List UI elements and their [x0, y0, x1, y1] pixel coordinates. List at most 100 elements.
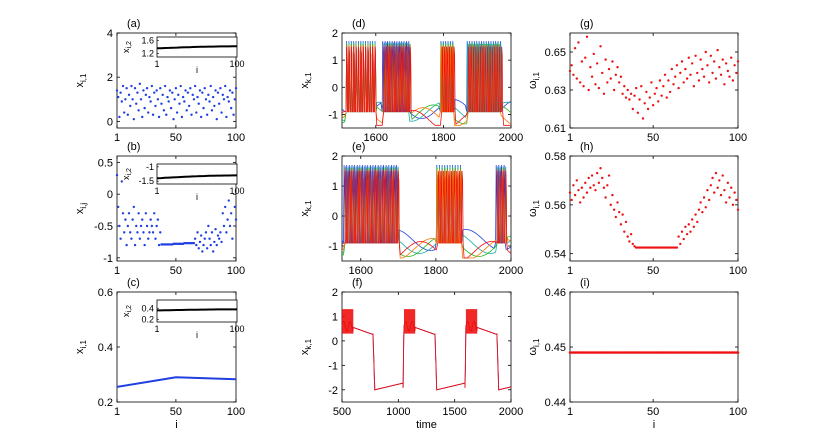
panel-label: (b) — [127, 141, 140, 153]
data-point — [674, 246, 677, 249]
inset-y-tick-label: 0.2 — [141, 314, 154, 324]
inset-y-axis-label: xi,2 — [121, 305, 133, 317]
data-point — [127, 93, 131, 97]
data-point — [589, 66, 592, 69]
y-tick-label: 0.44 — [545, 397, 566, 409]
inset-y-axis-label: xi,2 — [121, 41, 133, 53]
data-point — [150, 224, 154, 228]
data-point — [735, 71, 738, 75]
data-point — [594, 83, 597, 86]
data-point — [137, 109, 140, 112]
data-point — [149, 218, 152, 221]
data-point — [733, 64, 736, 67]
data-point — [658, 79, 662, 82]
x-tick-label: 100 — [227, 265, 245, 277]
data-point — [650, 81, 653, 84]
data-point — [126, 224, 130, 228]
data-point — [125, 243, 128, 247]
data-point — [648, 246, 651, 249]
data-point — [119, 91, 122, 94]
data-point — [228, 224, 232, 228]
data-point — [135, 224, 138, 228]
panel-label: (i) — [580, 277, 590, 289]
data-point — [685, 232, 689, 236]
data-point — [149, 100, 152, 103]
plot-frame — [341, 32, 512, 129]
y-axis-label: xi,j — [74, 203, 88, 215]
data-point — [694, 54, 697, 57]
x-tick-label: 1800 — [431, 132, 455, 144]
data-point — [578, 201, 582, 204]
data-point — [148, 231, 151, 234]
data-point — [155, 224, 158, 228]
data-point — [587, 88, 590, 92]
data-point — [185, 109, 188, 112]
data-point — [709, 184, 713, 187]
data-point — [198, 89, 202, 92]
data-point — [701, 67, 704, 71]
data-point — [580, 60, 584, 63]
data-point — [222, 98, 226, 101]
data-point — [207, 93, 210, 97]
y-axis-label: ωi,1 — [527, 71, 541, 89]
data-point — [638, 98, 641, 101]
data-point — [213, 104, 216, 108]
data-point — [219, 231, 222, 234]
data-point — [199, 234, 203, 237]
data-point — [155, 89, 158, 92]
data-point — [225, 115, 228, 119]
data-point — [718, 66, 721, 69]
data-point — [118, 115, 121, 119]
inset-x-tick-label: 100 — [229, 324, 244, 334]
data-point — [609, 77, 612, 80]
data-point — [231, 237, 234, 240]
data-point — [689, 230, 692, 233]
data-point — [599, 45, 602, 48]
y-axis-label: xi,1 — [74, 73, 88, 88]
data-point — [646, 107, 650, 111]
data-point — [711, 71, 714, 75]
data-point — [161, 93, 164, 97]
data-point — [730, 186, 733, 189]
data-point — [214, 227, 217, 231]
x-tick-label: 100 — [729, 132, 747, 144]
x-tick-label: 2000 — [499, 265, 523, 277]
data-point — [735, 198, 738, 202]
x-tick-label: 50 — [647, 265, 659, 277]
data-point — [136, 91, 139, 94]
panel-label: (f) — [352, 277, 362, 289]
data-point — [177, 93, 180, 97]
data-point — [229, 212, 233, 215]
data-point — [157, 115, 161, 119]
data-point — [584, 56, 587, 59]
data-point — [145, 87, 149, 90]
oscillation-band — [342, 309, 354, 334]
data-point — [629, 232, 633, 236]
data-point — [186, 91, 190, 94]
data-point — [719, 193, 723, 197]
y-tick-label: 4 — [107, 28, 113, 40]
y-axis-label: xk,1 — [299, 338, 313, 355]
data-point — [131, 98, 134, 101]
data-point — [190, 113, 193, 116]
data-point — [130, 84, 133, 88]
data-point — [619, 75, 623, 78]
data-point — [714, 77, 718, 80]
data-point — [132, 205, 136, 209]
data-point — [616, 66, 619, 69]
data-point — [707, 81, 711, 84]
data-point — [151, 113, 155, 116]
data-point — [231, 91, 234, 94]
data-point — [668, 246, 672, 249]
data-point — [618, 81, 621, 84]
data-point — [714, 171, 718, 175]
data-point — [643, 246, 646, 249]
data-point — [198, 240, 202, 244]
data-point — [730, 56, 733, 59]
x-tick-label: 1 — [567, 265, 573, 277]
data-point — [653, 246, 657, 249]
data-point — [568, 69, 572, 73]
y-tick-label: 0.46 — [545, 287, 566, 299]
data-point — [210, 231, 214, 234]
data-point — [667, 79, 670, 82]
